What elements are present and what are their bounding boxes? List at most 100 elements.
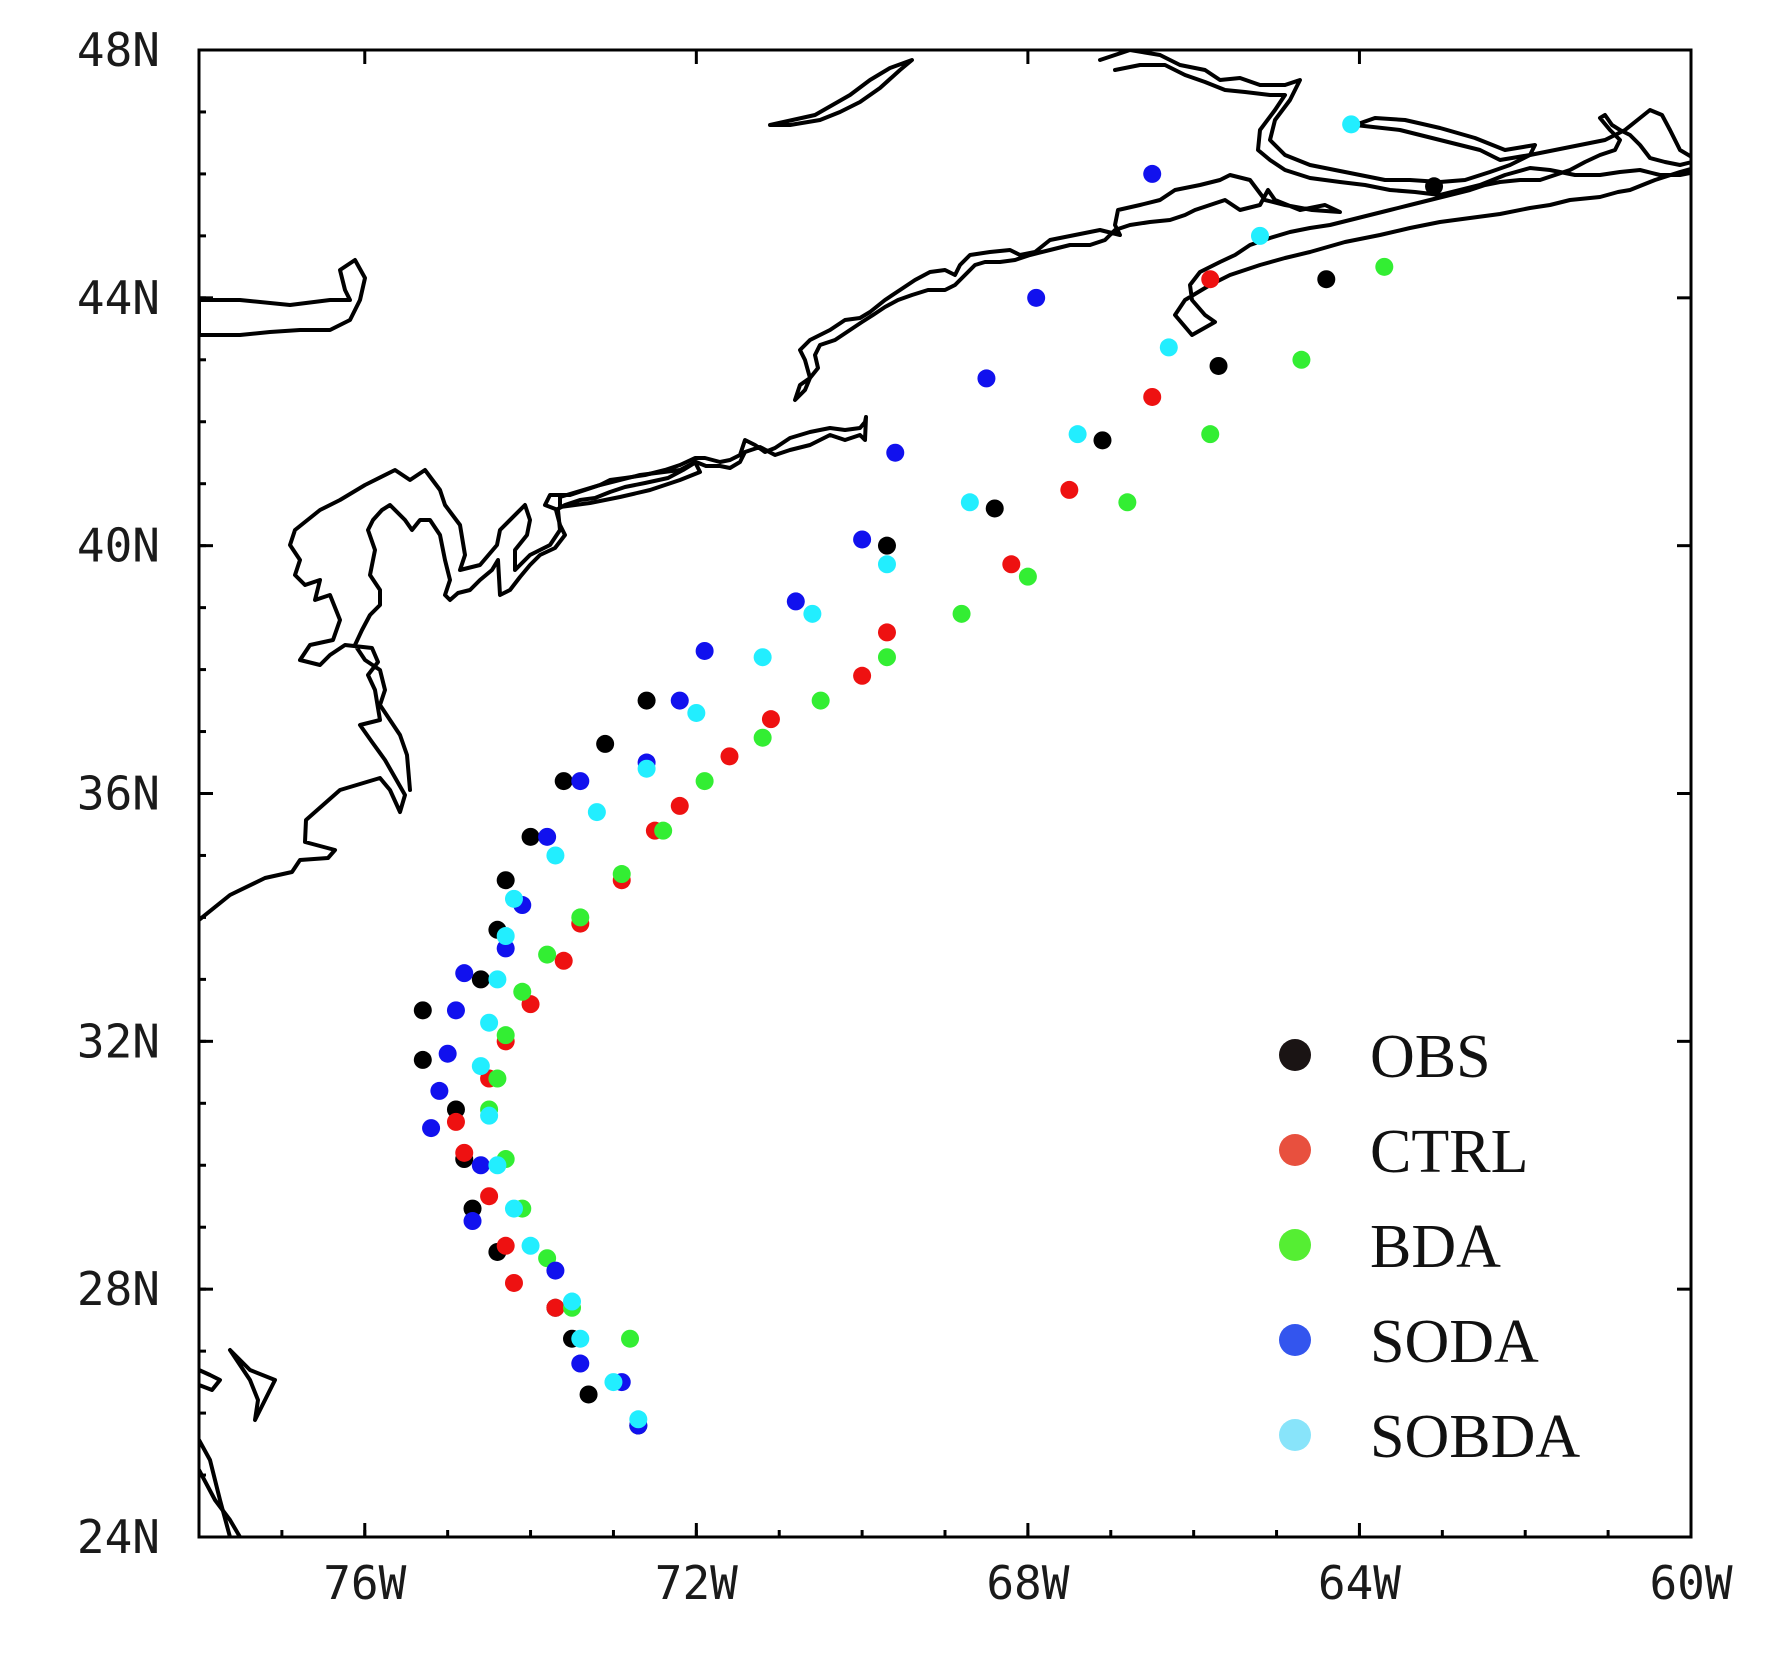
track-point-sobda xyxy=(571,1329,590,1348)
track-point-soda xyxy=(546,1261,565,1280)
track-point-ctrl xyxy=(877,623,896,642)
track-point-soda xyxy=(422,1119,441,1138)
y-tick-label: 28N xyxy=(77,1262,160,1316)
track-point-sobda xyxy=(488,1156,507,1175)
x-tick-label: 64W xyxy=(1318,1556,1401,1610)
track-point-obs xyxy=(471,970,490,989)
y-tick-label: 44N xyxy=(77,271,160,325)
track-point-sobda xyxy=(637,759,656,778)
track-point-soda xyxy=(786,592,805,611)
track-point-soda xyxy=(538,827,557,846)
track-point-soda xyxy=(1027,288,1046,307)
track-point-obs xyxy=(1209,356,1228,375)
track-point-obs xyxy=(877,536,896,555)
track-point-obs xyxy=(596,734,615,753)
track-point-sobda xyxy=(480,1106,499,1125)
track-point-sobda xyxy=(504,889,523,908)
track-point-ctrl xyxy=(504,1273,523,1292)
legend-label-soda: SODA xyxy=(1370,1308,1539,1376)
track-point-soda xyxy=(853,530,872,549)
track-point-ctrl xyxy=(1201,270,1220,289)
track-point-sobda xyxy=(1342,115,1361,134)
legend-label-ctrl: CTRL xyxy=(1370,1118,1528,1186)
track-point-soda xyxy=(977,369,996,388)
track-point-soda xyxy=(886,443,905,462)
track-point-sobda xyxy=(604,1373,623,1392)
track-point-sobda xyxy=(488,970,507,989)
track-point-obs xyxy=(1093,431,1112,450)
track-point-bda xyxy=(1201,425,1220,444)
track-point-obs xyxy=(554,772,573,791)
y-tick-label: 48N xyxy=(77,23,160,77)
y-tick-label: 36N xyxy=(77,767,160,821)
legend-marker-soda xyxy=(1279,1324,1311,1356)
track-point-sobda xyxy=(471,1057,490,1076)
track-point-obs xyxy=(637,691,656,710)
x-tick-label: 76W xyxy=(323,1556,406,1610)
track-point-obs xyxy=(1317,270,1336,289)
track-point-bda xyxy=(753,728,772,747)
axis-ticks xyxy=(197,48,1693,1539)
track-point-bda xyxy=(952,604,971,623)
track-point-soda xyxy=(695,641,714,660)
track-point-sobda xyxy=(1250,226,1269,245)
track-point-obs xyxy=(579,1385,598,1404)
track-point-soda xyxy=(471,1156,490,1175)
storm-tracks xyxy=(413,115,1444,1435)
track-point-bda xyxy=(621,1329,640,1348)
track-point-bda xyxy=(612,865,631,884)
track-point-ctrl xyxy=(455,1143,474,1162)
track-point-soda xyxy=(1143,164,1162,183)
legend-label-bda: BDA xyxy=(1370,1213,1501,1281)
track-point-bda xyxy=(695,772,714,791)
track-point-ctrl xyxy=(546,1298,565,1317)
track-point-soda xyxy=(455,964,474,983)
track-point-ctrl xyxy=(670,796,689,815)
track-point-obs xyxy=(1425,177,1444,196)
track-point-soda xyxy=(670,691,689,710)
track-point-obs xyxy=(521,827,540,846)
track-point-soda xyxy=(446,1001,465,1020)
track-point-bda xyxy=(513,982,532,1001)
track-point-ctrl xyxy=(1143,387,1162,406)
track-point-sobda xyxy=(504,1199,523,1218)
track-point-bda xyxy=(1118,493,1137,512)
track-point-sobda xyxy=(563,1292,581,1311)
track-point-sobda xyxy=(877,555,896,574)
track-point-sobda xyxy=(1068,425,1087,444)
track-point-bda xyxy=(877,648,896,667)
track-point-ctrl xyxy=(1060,480,1079,499)
y-tick-label: 40N xyxy=(77,519,160,573)
track-point-soda xyxy=(496,939,515,958)
track-point-sobda xyxy=(687,703,706,722)
track-point-sobda xyxy=(1159,338,1178,357)
track-point-ctrl xyxy=(853,666,872,685)
track-point-sobda xyxy=(480,1013,499,1032)
track-point-obs xyxy=(413,1050,432,1069)
track-point-ctrl xyxy=(1002,555,1021,574)
x-tick-label: 60W xyxy=(1649,1556,1732,1610)
track-point-bda xyxy=(1018,567,1037,586)
track-point-ctrl xyxy=(720,747,739,766)
track-point-bda xyxy=(488,1069,507,1088)
x-tick-label: 72W xyxy=(655,1556,738,1610)
track-point-obs xyxy=(985,499,1004,518)
legend-label-obs: OBS xyxy=(1370,1023,1491,1091)
legend: OBS CTRL BDA SODA SOBDA xyxy=(1279,1023,1580,1471)
track-point-sobda xyxy=(629,1410,648,1429)
track-point-bda xyxy=(654,821,673,840)
track-point-ctrl xyxy=(480,1187,499,1206)
track-point-sobda xyxy=(496,927,515,946)
track-point-ctrl xyxy=(554,951,573,970)
legend-marker-bda xyxy=(1279,1229,1311,1261)
track-point-bda xyxy=(538,945,557,964)
track-point-bda xyxy=(1375,257,1394,276)
track-point-sobda xyxy=(546,846,565,865)
track-point-sobda xyxy=(587,803,606,822)
legend-label-sobda: SOBDA xyxy=(1370,1403,1580,1471)
track-point-obs xyxy=(496,871,515,890)
track-point-obs xyxy=(413,1001,432,1020)
track-point-bda xyxy=(496,1026,515,1045)
